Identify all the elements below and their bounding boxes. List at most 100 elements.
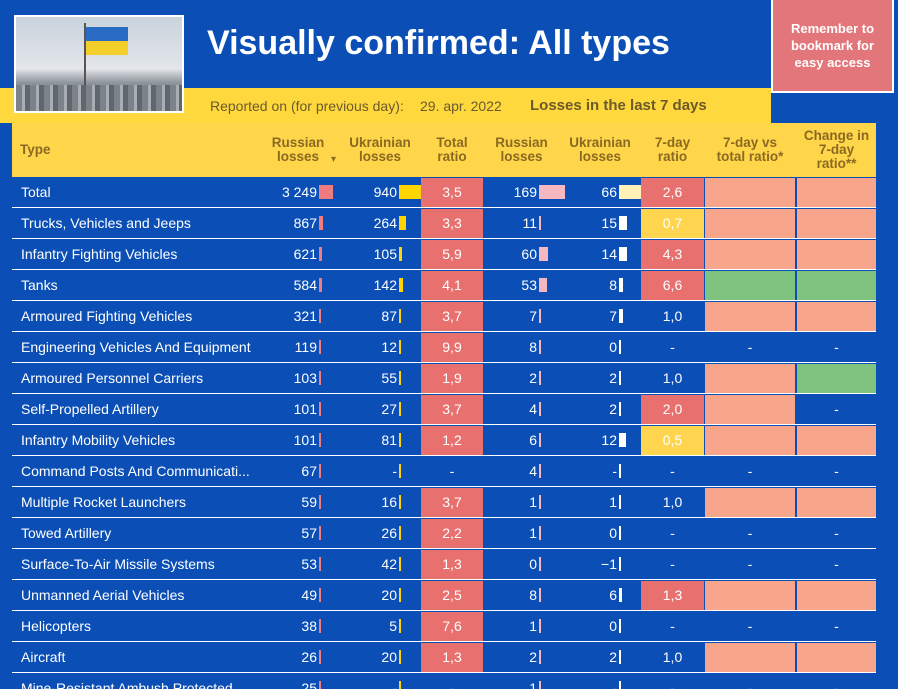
data-bar bbox=[319, 278, 322, 292]
row-label[interactable]: Command Posts And Communicati... bbox=[21, 463, 250, 479]
cell-value: 0 bbox=[609, 618, 617, 634]
cell-fill bbox=[641, 209, 704, 238]
data-bar bbox=[619, 650, 621, 664]
cell-value: 3 249 bbox=[281, 184, 317, 200]
cell-value: 1,3 bbox=[662, 587, 683, 603]
header-text: Ukrainian losses bbox=[569, 135, 631, 164]
data-bar bbox=[539, 340, 541, 354]
cell-value: - bbox=[834, 525, 839, 541]
row-divider bbox=[12, 207, 876, 208]
sort-icon[interactable]: ▾ bbox=[330, 154, 336, 165]
cell-value bbox=[797, 177, 876, 208]
cell-value: 2 bbox=[609, 401, 617, 417]
row-label[interactable]: Trucks, Vehicles and Jeeps bbox=[21, 215, 191, 231]
data-bar bbox=[399, 433, 402, 447]
row-divider bbox=[12, 641, 876, 642]
row-label[interactable]: Towed Artillery bbox=[21, 525, 112, 541]
row-label[interactable]: Aircraft bbox=[21, 649, 66, 665]
cell-value: 15 bbox=[601, 215, 617, 231]
cell-value bbox=[705, 270, 795, 301]
data-bar bbox=[319, 588, 321, 602]
data-bar bbox=[399, 185, 424, 199]
data-bar bbox=[319, 309, 321, 323]
row-label[interactable]: Self-Propelled Artillery bbox=[21, 401, 159, 417]
row-label[interactable]: Infantry Fighting Vehicles bbox=[21, 246, 178, 262]
row-label[interactable]: Armoured Personnel Carriers bbox=[21, 370, 204, 386]
cell-fill bbox=[421, 333, 483, 362]
row-label[interactable]: Unmanned Aerial Vehicles bbox=[21, 587, 185, 603]
cell-value bbox=[705, 580, 795, 611]
cell-fill bbox=[705, 426, 795, 455]
column-header[interactable]: Ukrainian losses bbox=[564, 123, 636, 177]
row-label[interactable]: Surface-To-Air Missile Systems bbox=[21, 556, 215, 572]
row-label[interactable]: Armoured Fighting Vehicles bbox=[21, 308, 193, 324]
cell-value: 1 bbox=[609, 494, 617, 510]
cell-value: 3,7 bbox=[442, 494, 462, 510]
data-bar bbox=[319, 557, 321, 571]
cell-value bbox=[705, 642, 795, 673]
cell-value bbox=[797, 425, 876, 456]
cell-value: 3,3 bbox=[442, 215, 462, 231]
cell-value: - bbox=[392, 463, 397, 479]
cell-fill bbox=[797, 581, 876, 610]
row-label[interactable]: Infantry Mobility Vehicles bbox=[21, 432, 176, 448]
data-bar bbox=[399, 681, 401, 689]
cell-value: - bbox=[747, 618, 753, 634]
data-bar bbox=[539, 309, 541, 323]
cell-fill bbox=[797, 643, 876, 672]
column-header[interactable]: Russian losses ▾ bbox=[269, 123, 336, 177]
data-bar bbox=[319, 526, 321, 540]
data-bar bbox=[319, 464, 321, 478]
data-bar bbox=[619, 588, 623, 602]
cell-value: 0 bbox=[529, 556, 537, 572]
cell-value: 3,7 bbox=[442, 401, 462, 417]
data-bar bbox=[399, 588, 401, 602]
cell-fill bbox=[797, 209, 876, 238]
cell-value bbox=[797, 487, 876, 518]
data-bar bbox=[319, 247, 322, 261]
cell-value: - bbox=[834, 556, 839, 572]
cell-value: 1,9 bbox=[442, 370, 462, 386]
column-header[interactable]: Change in 7-day ratio** bbox=[801, 123, 872, 177]
data-bar bbox=[319, 681, 321, 689]
row-label[interactable]: Engineering Vehicles And Equipment bbox=[21, 339, 251, 355]
column-header[interactable]: Type bbox=[20, 123, 265, 177]
cell-value: 55 bbox=[381, 370, 397, 386]
cell-value: 53 bbox=[521, 277, 537, 293]
row-label[interactable]: Helicopters bbox=[21, 618, 92, 634]
data-bar bbox=[399, 526, 401, 540]
data-bar bbox=[619, 309, 623, 323]
data-bar bbox=[539, 526, 541, 540]
row-label[interactable]: Mine-Resistant Ambush Protected bbox=[21, 680, 233, 689]
cell-value: 67 bbox=[301, 463, 317, 479]
column-header[interactable]: Russian losses bbox=[487, 123, 556, 177]
cell-value: 42 bbox=[381, 556, 397, 572]
row-label[interactable]: Tanks bbox=[21, 277, 58, 293]
cell-value bbox=[705, 239, 795, 270]
column-header[interactable]: 7-day ratio bbox=[645, 123, 700, 177]
bookmark-notice[interactable]: Remember to bookmark for easy access bbox=[771, 0, 894, 93]
cell-value: 20 bbox=[381, 649, 397, 665]
cell-value: 2,6 bbox=[662, 184, 683, 200]
column-header[interactable]: 7-day vs total ratio* bbox=[709, 123, 791, 177]
header-text: Total ratio bbox=[436, 135, 468, 164]
row-divider bbox=[12, 238, 876, 239]
column-header[interactable]: Total ratio bbox=[425, 123, 479, 177]
cell-value: 27 bbox=[381, 401, 397, 417]
cell-value: - bbox=[670, 618, 675, 634]
data-bar bbox=[539, 681, 541, 689]
cell-value: 105 bbox=[373, 246, 397, 262]
row-label[interactable]: Multiple Rocket Launchers bbox=[21, 494, 186, 510]
cell-value: 3,7 bbox=[442, 308, 462, 324]
data-bar bbox=[619, 216, 628, 230]
cell-value bbox=[797, 580, 876, 611]
cell-value: - bbox=[747, 556, 753, 572]
column-header[interactable]: Ukrainian losses bbox=[344, 123, 416, 177]
data-bar bbox=[539, 464, 541, 478]
data-bar bbox=[399, 340, 401, 354]
row-label[interactable]: Total bbox=[21, 184, 51, 200]
table-header bbox=[12, 123, 876, 177]
data-bar bbox=[319, 433, 321, 447]
cell-value bbox=[797, 642, 876, 673]
cell-value: 1 bbox=[529, 618, 537, 634]
